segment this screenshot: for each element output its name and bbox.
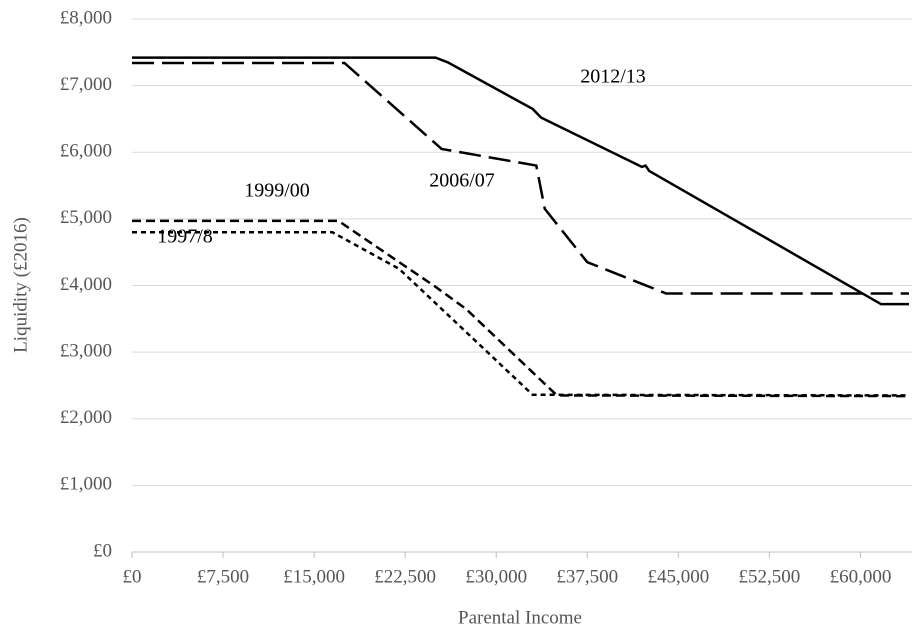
x-tick-label: £7,500 — [197, 566, 249, 587]
y-tick-label: £6,000 — [60, 141, 112, 162]
y-tick-label: £1,000 — [60, 474, 112, 495]
line-series — [132, 219, 910, 398]
y-tick-label: £5,000 — [60, 207, 112, 228]
y-tick-label: £3,000 — [60, 340, 112, 361]
y-tick-label: £2,000 — [60, 407, 112, 428]
x-tick-label: £15,000 — [283, 566, 345, 587]
x-tick-label: £45,000 — [647, 566, 709, 587]
x-tick-label: £52,500 — [739, 566, 801, 587]
x-tick-label: £37,500 — [556, 566, 618, 587]
x-axis-title: Parental Income — [458, 607, 582, 628]
x-tick-label: £0 — [123, 566, 142, 587]
series-label: 2006/07 — [429, 170, 495, 192]
y-tick-label: £8,000 — [60, 7, 112, 28]
series-label: 1999/00 — [244, 180, 310, 202]
x-tick-label: £30,000 — [465, 566, 527, 587]
series-label: 2012/13 — [580, 66, 646, 88]
series-label: 1997/8 — [157, 226, 213, 248]
x-tick-label: £22,500 — [374, 566, 436, 587]
y-axis-title: Liquidity (£2016) — [10, 217, 31, 353]
line-series — [132, 230, 910, 397]
y-tick-label: £4,000 — [60, 274, 112, 295]
line-series — [132, 56, 909, 306]
x-tick-label: £60,000 — [830, 566, 892, 587]
y-tick-label: £7,000 — [60, 74, 112, 95]
line-series — [132, 61, 909, 295]
y-tick-label: £0 — [93, 540, 112, 561]
